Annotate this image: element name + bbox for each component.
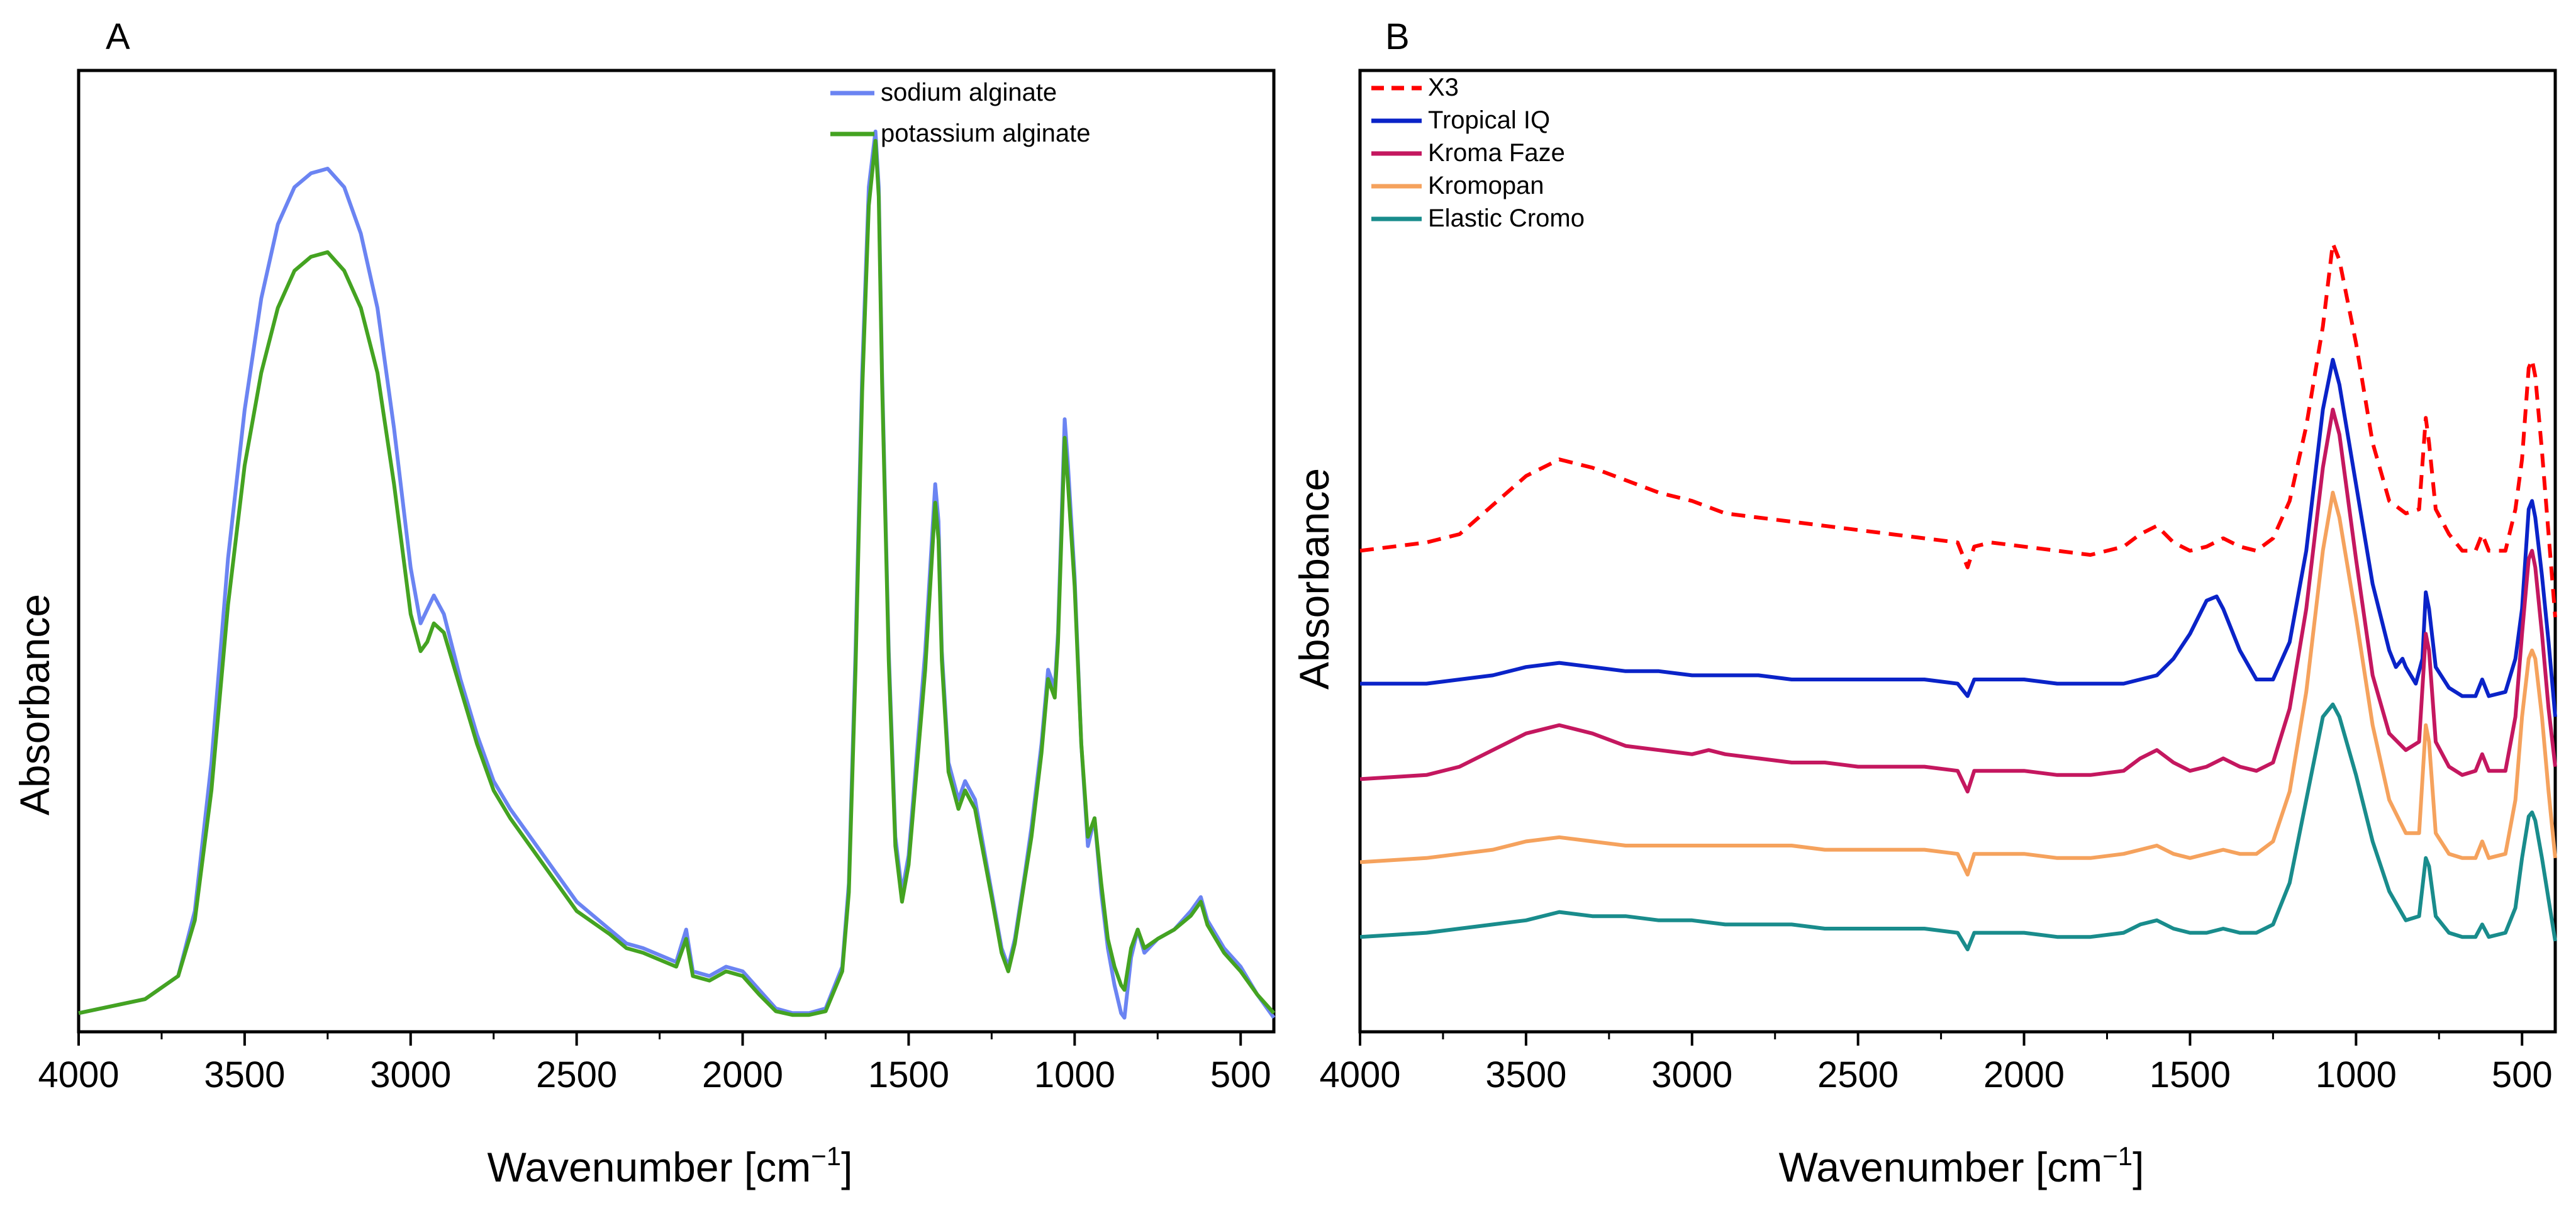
panel-a-x-tick-label-3500: 3500 — [204, 1054, 285, 1095]
panel-b-xlabel: Wavenumber [cm−1] — [1779, 1141, 2144, 1190]
panel-b-series-elastic-cromo — [1359, 702, 2557, 951]
panel-b-x-tick-label-2500: 2500 — [1817, 1054, 1899, 1095]
panel-a-xlabel: Wavenumber [cm−1] — [488, 1141, 853, 1190]
panel-a-x-tick-label-1500: 1500 — [868, 1054, 949, 1095]
panel-b-label: B — [1385, 16, 1410, 57]
panel-b-legend-label-kroma-faze: Kroma Faze — [1428, 139, 1565, 167]
panel-a-xlabel-main: Wavenumber [cm — [488, 1144, 811, 1190]
panel-b-x-tick-label-3500: 3500 — [1485, 1054, 1566, 1095]
panel-b-series-tropical-iq — [1360, 357, 2557, 717]
panel-a-legend-label-potassium-alginate: potassium alginate — [881, 120, 1091, 147]
panel-b-x-axis: 4000 3500 3000 2500 2000 1500 1000 500 — [1319, 1032, 2553, 1095]
panel-b-series-group — [1359, 242, 2557, 951]
panel-b-legend-label-kromopan: Kromopan — [1428, 172, 1544, 199]
panel-a-ylabel: Absorbance — [11, 594, 58, 815]
panel-b-series-x3 — [1359, 242, 2557, 618]
panel-b-xlabel-close: ] — [2133, 1144, 2144, 1190]
panel-a-plot-frame — [77, 69, 1276, 1034]
panel-b-series-kroma-faze — [1359, 408, 2557, 794]
panel-a-x-tick-label-2500: 2500 — [536, 1054, 617, 1095]
panel-b-series-kromopan — [1359, 491, 2557, 877]
panel-b-legend-label-x3: X3 — [1428, 74, 1459, 101]
panel-b-plot-frame — [1358, 69, 2557, 1034]
panel-b-x-tick-label-4000: 4000 — [1319, 1054, 1400, 1095]
panel-a-series-group — [78, 130, 1276, 1020]
panel-b-xlabel-main: Wavenumber [cm — [1779, 1144, 2103, 1190]
panel-a-x-tick-label-500: 500 — [1210, 1054, 1271, 1095]
panel-b-x-tick-label-1500: 1500 — [2149, 1054, 2231, 1095]
panel-a-x-tick-label-4000: 4000 — [38, 1054, 119, 1095]
panel-b-x-tick-label-500: 500 — [2492, 1054, 2553, 1095]
panel-b-x-tick-label-2000: 2000 — [1983, 1054, 2065, 1095]
panel-a-x-tick-label-1000: 1000 — [1034, 1054, 1115, 1095]
panel-a-series-potassium-alginate — [78, 138, 1276, 1017]
panel-b-x-tick-label-1000: 1000 — [2316, 1054, 2397, 1095]
panel-b-legend-label-elastic-cromo: Elastic Cromo — [1428, 204, 1585, 232]
panel-a-label: A — [106, 16, 130, 57]
panel-b-x-tick-label-3000: 3000 — [1651, 1054, 1732, 1095]
panel-b: B Absorbance Wavenumber [cm−1] 4000 3500 3… — [1291, 16, 2557, 1190]
panel-a-xlabel-close: ] — [841, 1144, 852, 1190]
panel-b-legend: X3 Tropical IQ Kroma Faze Kromopan Elastic C… — [1371, 74, 1585, 232]
panel-a-xlabel-superscript: −1 — [811, 1141, 841, 1171]
panel-a-x-tick-label-2000: 2000 — [702, 1054, 783, 1095]
panel-a-legend: sodium alginate potassium alginate — [830, 79, 1091, 147]
panel-a: A Absorbance Wavenumber [cm−1] 4000 3500 3… — [11, 16, 1276, 1190]
panel-a-x-tick-label-3000: 3000 — [370, 1054, 451, 1095]
panel-b-xlabel-superscript: −1 — [2102, 1141, 2133, 1171]
panel-b-legend-label-tropical-iq: Tropical IQ — [1428, 106, 1550, 134]
panel-b-ylabel: Absorbance — [1291, 468, 1337, 690]
panel-a-x-axis: 4000 3500 3000 2500 2000 1500 1000 500 — [38, 1032, 1271, 1095]
panel-a-legend-label-sodium-alginate: sodium alginate — [881, 79, 1057, 106]
